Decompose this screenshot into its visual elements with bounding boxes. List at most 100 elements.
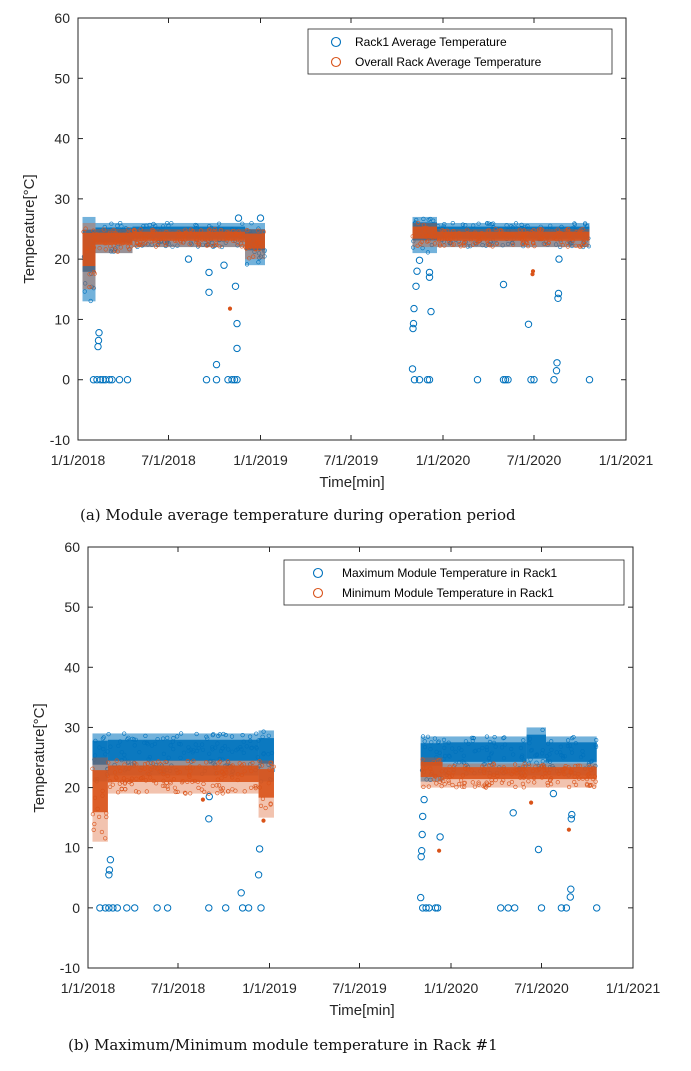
chart-a-xtick-label-6: 1/1/2021 [599, 452, 654, 468]
chart-b-series-1-point [577, 763, 582, 768]
chart-b-series-0-outlier-44 [567, 885, 575, 893]
chart-b-series-0-point [117, 739, 123, 744]
chart-a-series-0-outlier-34 [415, 256, 424, 264]
chart-a-series-1-point [529, 230, 534, 235]
chart-b-series-1-point [485, 781, 490, 786]
chart-a-series-1-point [556, 233, 561, 238]
chart-a-series-1-point [183, 237, 188, 242]
chart-b-series-1-point [555, 780, 560, 785]
chart-b-series-0-point [155, 737, 160, 742]
chart-b-series-0-point [534, 760, 539, 765]
chart-a-series-1-point [424, 234, 429, 239]
chart-b-series-1-point [223, 768, 228, 773]
chart-b-ytick-label-1: 0 [72, 900, 80, 916]
chart-b-series-1-point [115, 790, 121, 795]
chart-a-series-0-point [494, 241, 499, 246]
chart-b-series-1-point [514, 771, 519, 776]
chart-a-series-1-point [577, 244, 583, 249]
chart-a-series-0-outlier-36 [425, 268, 434, 277]
chart-b-series-1-outlier-4 [566, 827, 572, 832]
chart-a-series-1-point [473, 230, 478, 235]
chart-a-series-0-outlier-15 [212, 360, 221, 369]
chart-a-series-0-outlier-23 [212, 376, 221, 384]
chart-a-series-0-outlier-5 [96, 376, 105, 384]
chart-b-series-1-point [562, 765, 568, 771]
chart-a-series-1-point [101, 227, 106, 232]
chart-b-series-1-point [239, 763, 244, 768]
chart-b-series-1-point [476, 780, 481, 785]
chart-b-series-0-point [249, 746, 254, 751]
chart-b-series-0-point [248, 738, 253, 744]
chart-a-series-0-point [476, 221, 481, 226]
chart-b-series-1-point [122, 762, 127, 767]
chart-b-series-0-point [122, 757, 127, 762]
chart-a-series-1-point [424, 239, 430, 244]
chart-a-series-0-point [485, 221, 490, 226]
chart-b-series-1-point [217, 783, 222, 788]
chart-b-series-1-point [158, 768, 163, 773]
chart-b-series-0-outlier-39 [537, 904, 546, 912]
chart-b-xtick-label-5: 7/1/2020 [514, 980, 569, 996]
chart-a-series-0-point [149, 242, 154, 247]
chart-b-series-1-point [591, 784, 597, 789]
chart-a-series-0-outlier-0 [94, 342, 102, 351]
chart-b-series-1-point [192, 778, 197, 784]
chart-a-series-1-point [194, 232, 199, 237]
chart-b-series-1-point [175, 789, 180, 795]
chart-b-series-1-band-core-2 [258, 769, 274, 798]
chart-b-series-1-point [563, 763, 568, 769]
chart-b-series-0-point [434, 755, 439, 760]
chart-b-series-1-point [216, 761, 221, 766]
chart-b-series-1-point [463, 763, 468, 769]
chart-b-series-1-point [148, 766, 153, 772]
chart-b-series-0-point [240, 732, 245, 738]
chart-b-series-1-point [487, 763, 492, 768]
chart-a-series-0-point [586, 244, 592, 249]
chart-b-series-0-outlier-16 [237, 889, 245, 897]
chart-b-series-1-point [145, 771, 150, 776]
chart-a-xlabel: Time[min] [319, 474, 384, 491]
chart-a-series-1-point [225, 234, 230, 239]
chart-b-series-1-point [463, 766, 468, 771]
chart-a-series-0-outlier-35 [425, 273, 434, 281]
chart-b-series-1-point [439, 784, 444, 789]
chart-b-series-1-point [266, 781, 271, 786]
chart-b-series-1-point [179, 780, 185, 785]
chart-b-series-0-point [248, 734, 253, 739]
chart-b-series-1-point [230, 763, 235, 768]
chart-a-ylabel: Temperature[°C] [21, 174, 38, 283]
chart-b-series-0-point [484, 747, 490, 753]
chart-a-series-1-point [485, 237, 490, 242]
chart-b-series-1-point [247, 765, 252, 770]
chart-b-series-1-point [462, 781, 467, 786]
chart-b-series-0-point [210, 745, 215, 750]
chart-a-series-1-point [442, 236, 447, 241]
chart-a-series-0-point [525, 223, 530, 229]
chart-a-series-1-point [164, 229, 169, 235]
chart-a-series-1-point [519, 236, 525, 241]
chart-b-series-1-point [190, 765, 195, 770]
chart-a-series-1-point [112, 248, 118, 253]
chart-a-series-1-point [485, 228, 490, 233]
chart-b-series-0-point [528, 748, 534, 753]
chart-b-series-0-point [244, 744, 249, 749]
chart-a-series-1-point [436, 238, 442, 243]
chart-a-series-1-outlier-0 [227, 306, 233, 311]
chart-a-series-1-point [149, 239, 154, 244]
chart-b-series-1-point [140, 775, 145, 780]
chart-a-series-1-point [426, 233, 432, 238]
chart-b-series-0-point [126, 759, 131, 764]
chart-a-series-1-point [120, 241, 125, 246]
chart-a-series-1-point [474, 240, 479, 245]
chart-a-series-1-point [243, 245, 248, 250]
chart-b-series-1-point [560, 767, 565, 773]
chart-a-series-0-outlier-2 [95, 329, 103, 337]
chart-a-series-1-point [199, 228, 204, 233]
chart-b-series-0-point [434, 749, 439, 755]
chart-a-xtick-label-5: 7/1/2020 [507, 452, 562, 468]
chart-a-series-0-outlier-21 [256, 214, 265, 222]
chart-a-series-1-point [113, 240, 118, 245]
chart-a-series-1-point [442, 229, 447, 234]
chart-a-ytick-label-6: 50 [54, 70, 70, 86]
chart-a-series-1-point [493, 227, 498, 232]
